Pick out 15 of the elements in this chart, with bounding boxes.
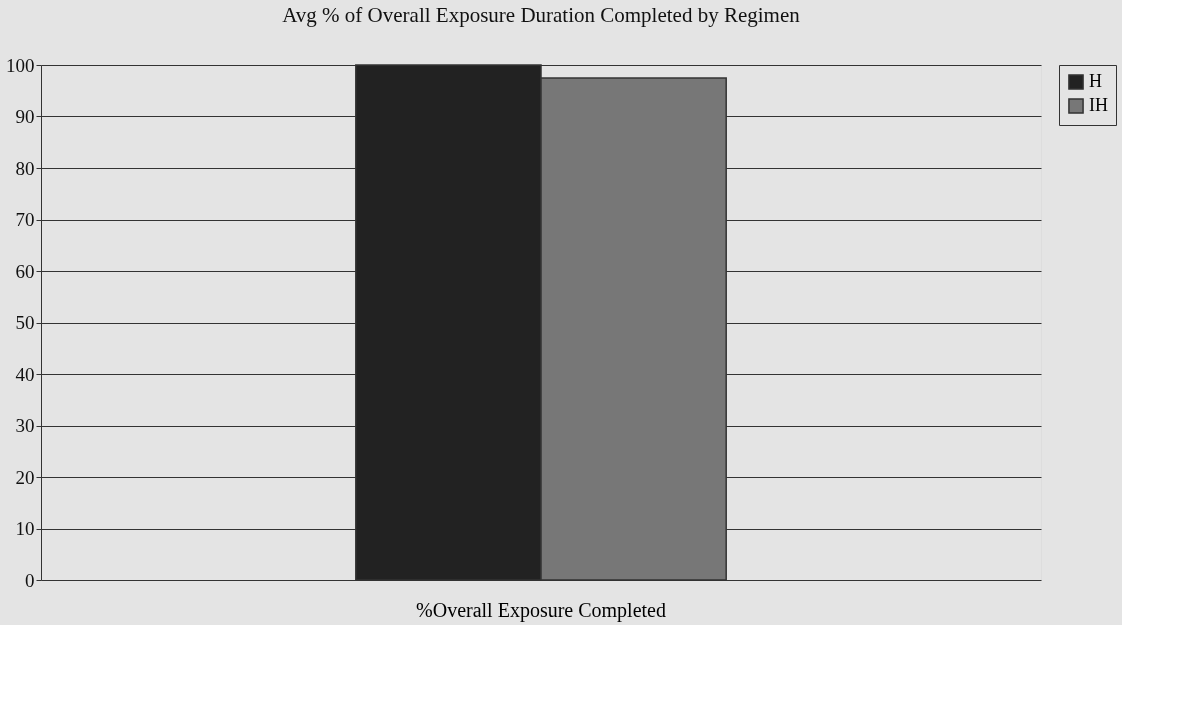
y-tick-label: 30 <box>15 415 35 436</box>
legend-label: H <box>1089 71 1102 91</box>
y-tick-label: 20 <box>15 466 35 488</box>
y-tick-label: 0 <box>25 569 35 591</box>
y-tick-label: 50 <box>15 312 35 333</box>
chart-title: Avg % of Overall Exposure Duration Completed by Regimen <box>282 3 801 27</box>
y-tick-label: 80 <box>15 157 35 179</box>
y-tick-label: 40 <box>15 363 35 385</box>
x-tick-label: %Overall Exposure Completed <box>416 598 666 622</box>
y-tick-label: 100 <box>6 54 35 76</box>
y-tick-label: 90 <box>15 106 35 127</box>
y-tick-label: 10 <box>15 518 35 539</box>
y-tick-label: 70 <box>15 209 35 230</box>
y-tick-label: 60 <box>15 260 35 282</box>
legend-label: IH <box>1089 95 1108 115</box>
